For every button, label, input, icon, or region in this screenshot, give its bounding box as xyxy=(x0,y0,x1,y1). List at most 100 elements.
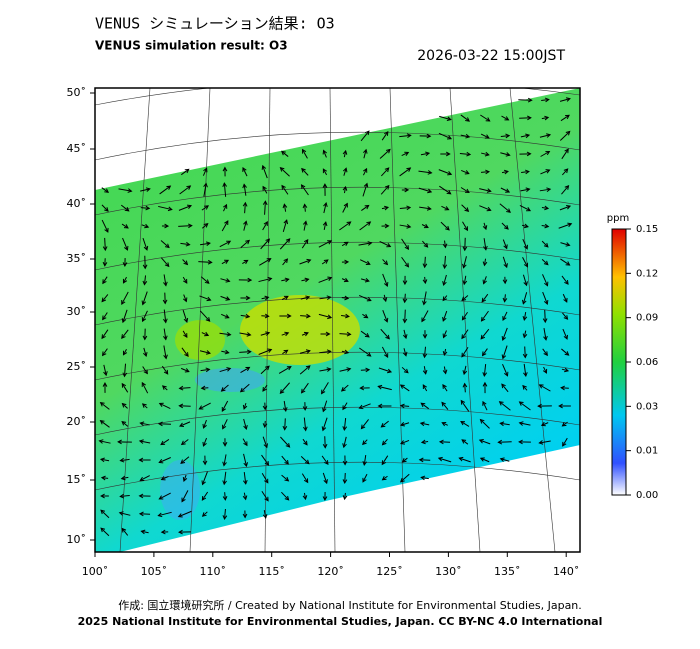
wind-arrow-head xyxy=(444,206,450,211)
wind-arrow-head xyxy=(358,404,364,410)
wind-arrow xyxy=(522,239,528,249)
wind-arrow-head xyxy=(98,439,104,444)
wind-arrow-head xyxy=(305,365,311,370)
wind-arrow xyxy=(461,439,469,445)
wind-arrow xyxy=(281,332,289,336)
wind-arrow-head xyxy=(564,351,570,356)
wind-arrow xyxy=(159,457,171,463)
wind-arrow xyxy=(422,240,428,248)
wind-arrow xyxy=(258,277,272,283)
wind-arrow-head xyxy=(342,405,347,411)
wind-arrow xyxy=(158,511,172,517)
wind-arrow xyxy=(359,347,371,357)
wind-arrow-head xyxy=(182,476,188,482)
wind-arrow xyxy=(421,310,429,322)
wind-arrow xyxy=(440,221,450,231)
wind-arrow xyxy=(482,348,488,356)
wind-arrow xyxy=(381,131,389,141)
wind-arrow-head xyxy=(322,183,328,188)
wind-arrow xyxy=(159,403,171,409)
wind-arrow-head xyxy=(245,313,251,319)
wind-arrow xyxy=(179,185,191,195)
wind-arrow-head xyxy=(546,187,552,193)
wind-arrow xyxy=(139,440,151,444)
wind-arrow-head xyxy=(447,170,453,176)
wind-arrow-head xyxy=(224,349,230,355)
wind-arrow xyxy=(202,168,208,176)
wind-arrow xyxy=(281,474,289,482)
wind-arrow-head xyxy=(184,368,190,373)
wind-arrow xyxy=(322,472,328,484)
wind-arrow xyxy=(322,417,328,431)
wind-arrow-head xyxy=(437,456,443,462)
wind-arrow-head xyxy=(322,221,328,227)
wind-arrow xyxy=(182,309,188,323)
wind-arrow-head xyxy=(524,169,530,175)
wind-arrow-head xyxy=(384,130,389,136)
wind-arrow-head xyxy=(462,370,468,376)
wind-arrow-head xyxy=(162,299,168,305)
wind-arrow-head xyxy=(399,422,405,427)
wind-arrow xyxy=(140,188,150,192)
wind-arrow xyxy=(520,134,530,138)
wind-arrow-head xyxy=(564,148,569,154)
wind-arrow xyxy=(339,221,351,231)
wind-arrow xyxy=(421,476,429,480)
wind-arrow-head xyxy=(324,460,329,465)
wind-arrow xyxy=(280,436,290,448)
wind-arrow-head xyxy=(343,277,349,283)
wind-arrow-head xyxy=(564,367,570,373)
lat-label: 35˚ xyxy=(67,252,87,265)
wind-arrow xyxy=(102,312,108,320)
wind-arrow-head xyxy=(362,461,368,466)
wind-arrow-head xyxy=(104,207,109,212)
wind-arrow-head xyxy=(527,115,532,121)
wind-arrow-head xyxy=(522,315,528,321)
wind-arrow xyxy=(181,347,189,357)
wind-arrow xyxy=(360,330,370,338)
wind-arrow xyxy=(240,383,250,393)
wind-arrow-head xyxy=(265,365,270,371)
wind-arrow-head xyxy=(418,457,424,463)
wind-arrow-head xyxy=(544,223,550,229)
wind-arrow-head xyxy=(362,477,367,483)
wind-arrow xyxy=(178,205,192,211)
wind-arrow xyxy=(539,134,551,138)
wind-arrow xyxy=(460,134,470,138)
wind-arrow-head xyxy=(266,258,272,263)
wind-arrow xyxy=(343,417,347,431)
wind-arrow xyxy=(359,403,371,409)
wind-arrow xyxy=(419,459,431,461)
wind-arrow-head xyxy=(187,223,193,229)
wind-arrow xyxy=(322,168,328,176)
wind-arrow-head xyxy=(120,475,126,481)
wind-arrow-head xyxy=(262,386,267,392)
wind-arrow xyxy=(418,170,432,174)
wind-arrow-head xyxy=(245,366,251,372)
wind-arrow-head xyxy=(242,166,247,172)
wind-arrow-head xyxy=(404,187,410,193)
wind-arrow-head xyxy=(458,456,464,462)
wind-arrow xyxy=(104,237,106,251)
wind-arrow xyxy=(323,202,327,214)
wind-arrow xyxy=(341,315,349,317)
wind-arrow-head xyxy=(464,170,470,175)
wind-arrow-head xyxy=(542,368,548,374)
wind-arrow xyxy=(363,149,367,159)
lon-axis: 100˚ 105˚ 110˚ 115˚ 120˚ 125˚ 130˚ 135˚ 140˚ xyxy=(82,552,579,578)
wind-arrow xyxy=(301,332,309,336)
wind-arrow xyxy=(281,278,289,282)
wind-arrow xyxy=(321,382,329,394)
wind-arrow xyxy=(401,238,409,250)
wind-arrow-head xyxy=(262,423,268,429)
wind-arrow xyxy=(404,309,406,323)
wind-arrow-head xyxy=(247,277,253,283)
wind-arrow xyxy=(502,239,508,249)
wind-arrow-head xyxy=(441,421,447,427)
wind-arrow xyxy=(302,438,308,446)
wind-arrow xyxy=(262,384,268,392)
colorbar-label: 0.15 xyxy=(636,224,658,235)
wind-arrow xyxy=(202,437,208,447)
wind-arrow-head xyxy=(504,116,510,121)
